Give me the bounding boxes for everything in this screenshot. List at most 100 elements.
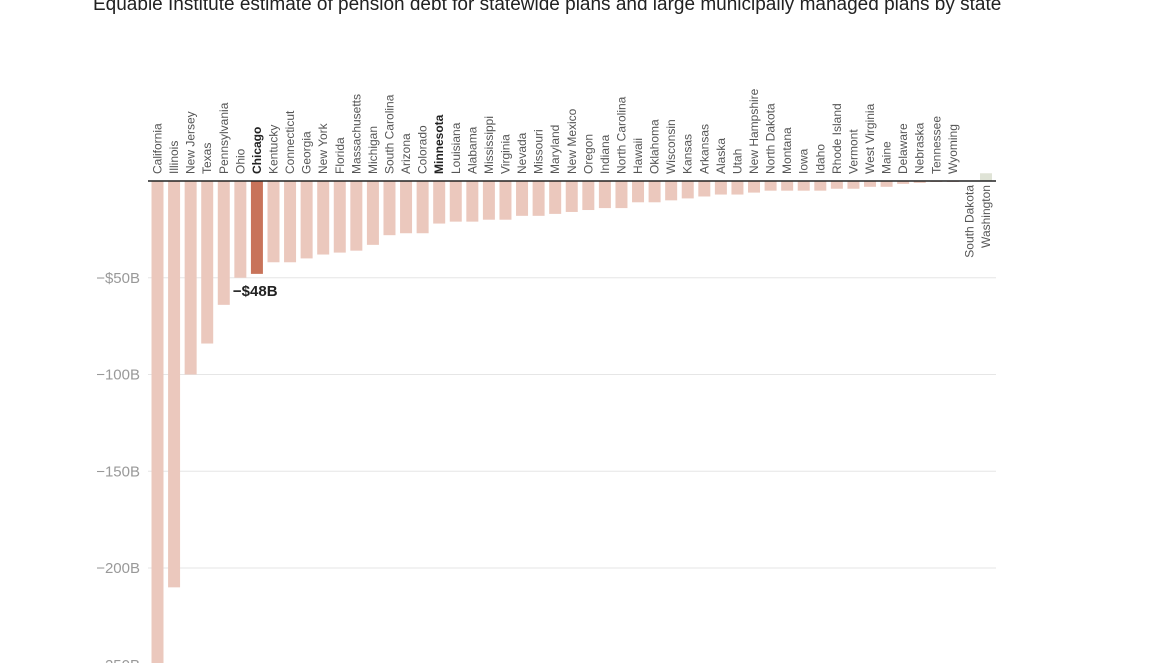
category-label-minnesota: Minnesota <box>432 114 446 174</box>
bar-georgia <box>300 181 313 259</box>
category-label-west-virginia: West Virginia <box>863 103 877 174</box>
category-label-wyoming: Wyoming <box>946 124 960 174</box>
category-label-idaho: Idaho <box>813 144 827 174</box>
bar-new-york <box>317 181 330 255</box>
category-label-colorado: Colorado <box>416 125 430 174</box>
y-tick-label: −$50B <box>96 270 140 287</box>
bar-texas <box>201 181 214 344</box>
bar-delaware <box>897 181 910 184</box>
category-label-washington: Washington <box>979 185 993 248</box>
bar-pennsylvania <box>217 181 230 305</box>
category-label-pennsylvania: Pennsylvania <box>217 102 231 174</box>
bar-maryland <box>549 181 562 214</box>
bar-arkansas <box>698 181 711 197</box>
bar-illinois <box>168 181 181 588</box>
category-label-indiana: Indiana <box>598 134 612 174</box>
category-label-virginia: Virginia <box>498 134 512 174</box>
bar-mississippi <box>482 181 495 220</box>
category-label-alabama: Alabama <box>465 126 479 174</box>
chicago-annotation: −$48B <box>233 283 278 300</box>
category-label-new-mexico: New Mexico <box>565 108 579 174</box>
bar-hawaii <box>632 181 645 203</box>
category-label-massachusetts: Massachusetts <box>349 94 363 174</box>
category-labels: California Illinois New Jersey Texas Pennsyl… <box>151 88 994 257</box>
category-label-kansas: Kansas <box>681 134 695 174</box>
bar-west-virginia <box>864 181 877 187</box>
bar-vermont <box>847 181 860 189</box>
bar-louisiana <box>449 181 462 222</box>
category-label-missouri: Missouri <box>532 129 546 174</box>
category-label-alaska: Alaska <box>714 138 728 174</box>
bar-california <box>151 181 164 663</box>
category-label-hawaii: Hawaii <box>631 138 645 174</box>
bar-new-jersey <box>184 181 197 375</box>
bar-oklahoma <box>648 181 661 203</box>
category-label-louisiana: Louisiana <box>449 122 463 174</box>
category-label-new-jersey: New Jersey <box>184 111 198 174</box>
bar-wisconsin <box>665 181 678 201</box>
bar-colorado <box>416 181 429 234</box>
gridlines <box>148 277 996 569</box>
category-label-connecticut: Connecticut <box>283 110 297 174</box>
bar-massachusetts <box>350 181 363 251</box>
y-tick-label: −250B <box>96 657 140 663</box>
bar-kentucky <box>267 181 280 263</box>
category-label-wisconsin: Wisconsin <box>664 119 678 174</box>
category-label-kentucky: Kentucky <box>266 125 280 174</box>
category-label-montana: Montana <box>780 127 794 174</box>
bar-maine <box>880 181 893 187</box>
category-label-california: California <box>151 123 165 174</box>
y-tick-label: −200B <box>96 560 140 577</box>
category-label-north-dakota: North Dakota <box>764 103 778 174</box>
category-label-illinois: Illinois <box>167 141 181 174</box>
bar-alaska <box>714 181 727 195</box>
category-label-north-carolina: North Carolina <box>614 96 628 174</box>
bar-alabama <box>466 181 479 222</box>
bar-rhode-island <box>830 181 843 189</box>
category-label-mississippi: Mississippi <box>482 116 496 174</box>
bar-montana <box>781 181 794 191</box>
category-label-tennessee: Tennessee <box>929 116 943 174</box>
category-label-arizona: Arizona <box>399 133 413 174</box>
chart-subtitle: Equable Institute estimate of pension de… <box>93 0 1002 15</box>
category-label-georgia: Georgia <box>300 131 314 174</box>
category-label-utah: Utah <box>730 149 744 174</box>
y-tick-label: −100B <box>96 367 140 384</box>
bar-south-carolina <box>383 181 396 236</box>
category-label-chicago: Chicago <box>250 127 264 174</box>
category-label-maryland: Maryland <box>548 125 562 174</box>
category-label-nevada: Nevada <box>515 132 529 174</box>
category-label-vermont: Vermont <box>846 129 860 174</box>
category-label-rhode-island: Rhode Island <box>830 103 844 174</box>
bar-oregon <box>582 181 595 211</box>
bar-idaho <box>814 181 827 191</box>
category-label-south-dakota: South Dakota <box>962 185 976 258</box>
bar-indiana <box>598 181 611 209</box>
bar-kansas <box>681 181 694 199</box>
bar-florida <box>333 181 346 253</box>
bar-nevada <box>516 181 529 216</box>
category-label-new-york: New York <box>316 122 330 174</box>
bar-washington <box>980 173 992 181</box>
bars <box>151 173 992 663</box>
bar-virginia <box>499 181 512 220</box>
bar-new-mexico <box>565 181 578 212</box>
category-label-nebraska: Nebraska <box>913 122 927 174</box>
bar-missouri <box>532 181 545 216</box>
bar-north-carolina <box>615 181 628 209</box>
bar-north-dakota <box>764 181 777 191</box>
category-label-texas: Texas <box>200 143 214 174</box>
category-label-oklahoma: Oklahoma <box>648 119 662 174</box>
category-label-ohio: Ohio <box>233 148 247 174</box>
category-label-michigan: Michigan <box>366 126 380 174</box>
category-label-iowa: Iowa <box>797 148 811 174</box>
category-label-oregon: Oregon <box>581 134 595 174</box>
bar-new-hampshire <box>748 181 761 193</box>
category-label-new-hampshire: New Hampshire <box>747 88 761 174</box>
y-axis: −$50B −100B −150B −200B −250B <box>96 270 140 663</box>
bar-iowa <box>797 181 810 191</box>
bar-utah <box>731 181 744 195</box>
bar-connecticut <box>284 181 297 263</box>
bar-ohio <box>234 181 247 278</box>
